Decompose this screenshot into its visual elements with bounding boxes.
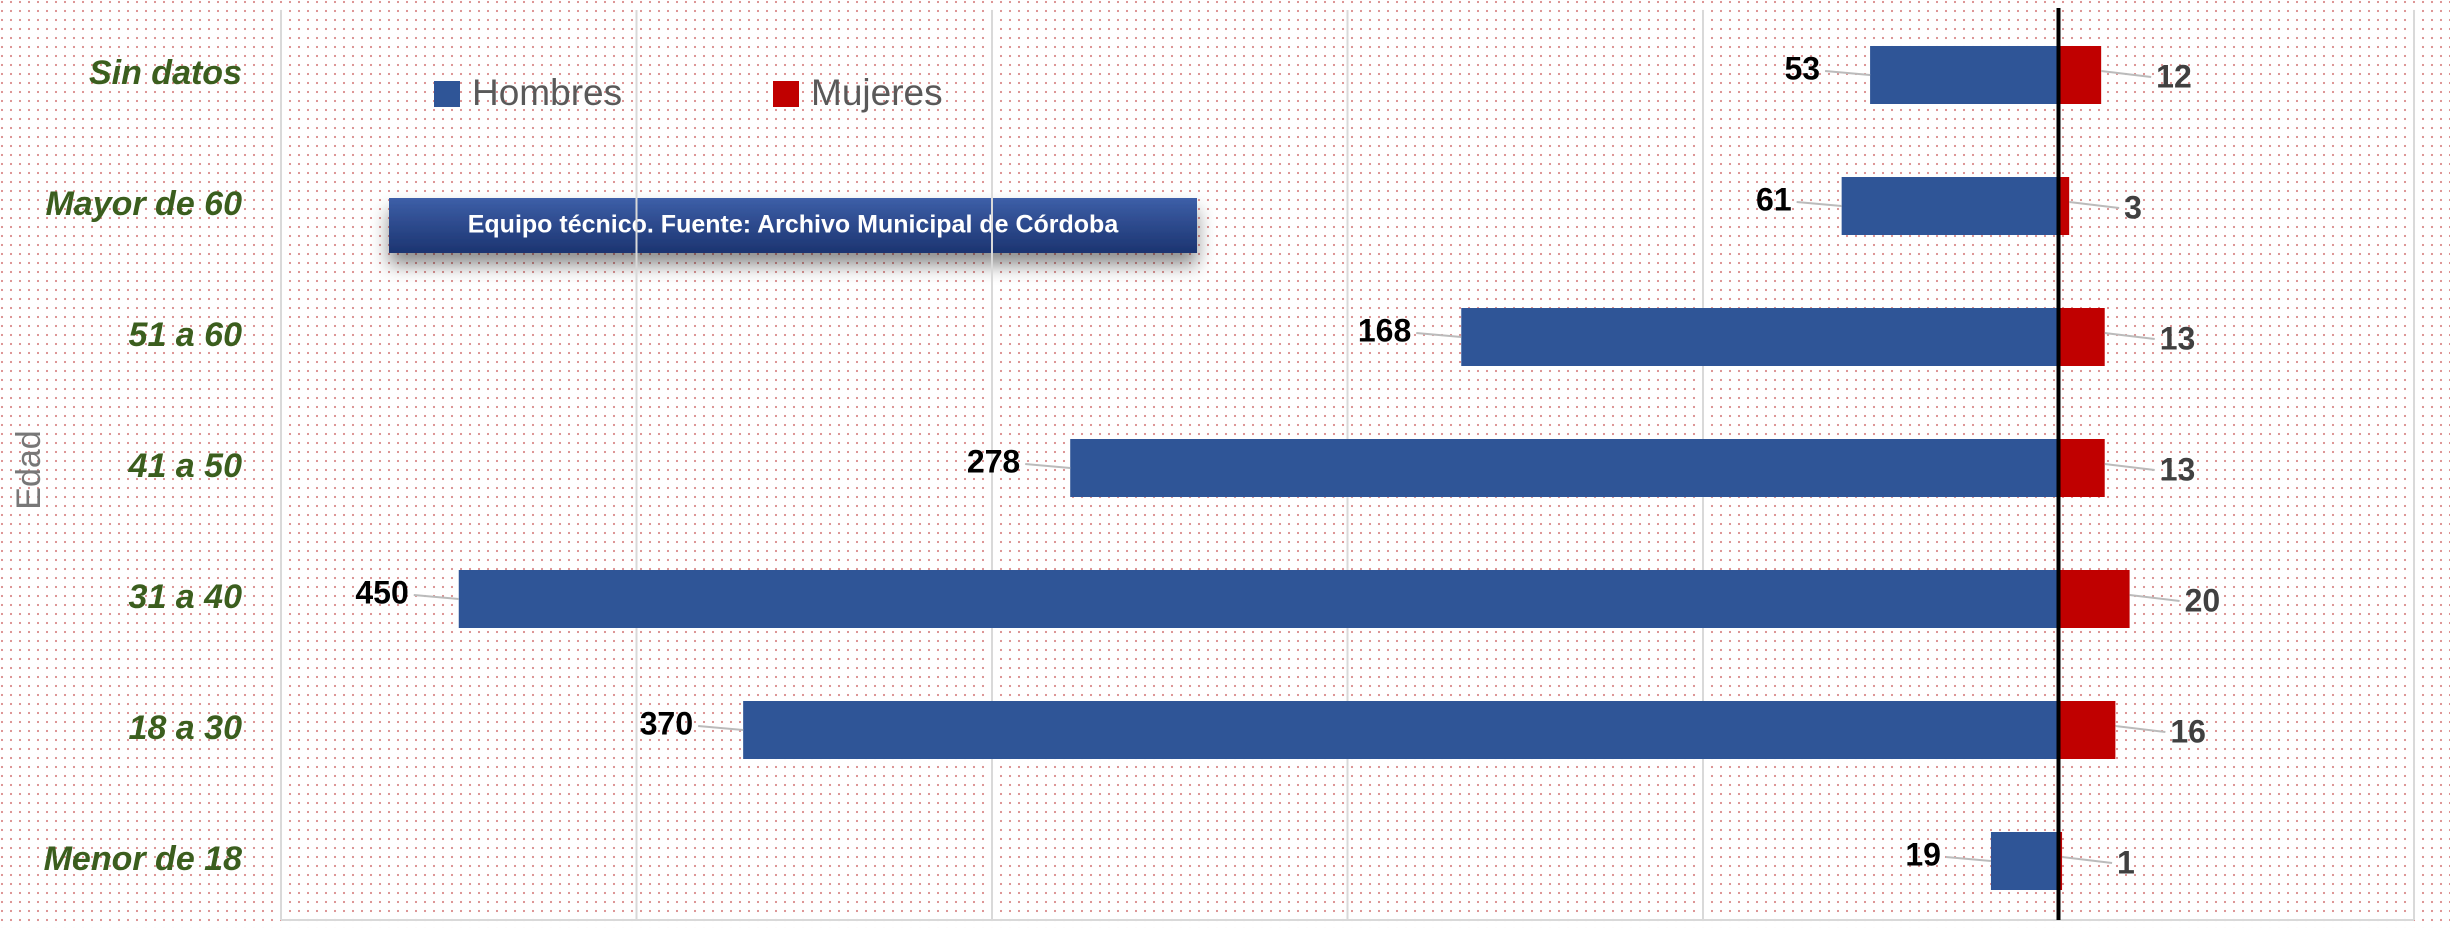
leader-line [1025,463,1071,469]
leader-line [1945,856,1992,862]
value-label: 168 [1358,312,1411,348]
value-label: 53 [1784,50,1820,86]
bar [2058,177,2070,235]
bar [1070,439,2059,497]
category-label: 51 a 60 [129,316,243,354]
bar [2058,308,2105,366]
category-label: 31 a 40 [129,578,243,616]
leader-line [413,594,459,600]
value-label: 13 [2160,320,2196,356]
bar [1461,308,2059,366]
y-axis-label: Edad [10,430,48,509]
leader-line [2104,332,2155,340]
value-label: 3 [2124,189,2142,225]
leader-line [1416,332,1462,338]
value-label: 61 [1756,181,1792,217]
category-label: Sin datos [89,54,242,92]
bar [2058,701,2116,759]
value-label: 16 [2170,713,2206,749]
bar [2058,570,2130,628]
leader-line [1796,201,1842,207]
bar [2058,46,2102,104]
annotation-box [389,198,1197,253]
value-label: 370 [640,705,693,741]
bar [1841,177,2059,235]
value-label: 13 [2160,451,2196,487]
value-label: 1 [2117,844,2135,880]
value-label: 278 [967,443,1020,479]
leader-line [2104,463,2155,471]
leader-line [2129,594,2180,602]
category-label: Menor de 18 [44,840,242,878]
category-label: 41 a 50 [128,447,243,485]
value-label: 20 [2185,582,2221,618]
category-label: Mayor de 60 [45,185,242,223]
value-label: 450 [355,574,408,610]
annotation-bg [389,198,1197,253]
leader-line [2061,856,2113,864]
legend-swatch [773,81,799,107]
value-label: 19 [1905,836,1941,872]
legend-label: Mujeres [811,72,943,113]
leader-line [698,725,744,731]
leader-line [2101,70,2152,78]
bar [1870,46,2059,104]
leader-line [1824,70,1871,76]
bar [2058,439,2105,497]
bar [1990,832,2059,890]
category-label: 18 a 30 [129,709,243,747]
legend-label: Hombres [472,72,622,113]
leader-line [2069,201,2120,209]
bar [743,701,2059,759]
annotation: Equipo técnico. Fuente: Archivo Municipa… [468,211,1120,239]
value-label: 12 [2156,58,2192,94]
leader-line [2115,725,2166,733]
bar [458,570,2059,628]
legend-swatch [434,81,460,107]
